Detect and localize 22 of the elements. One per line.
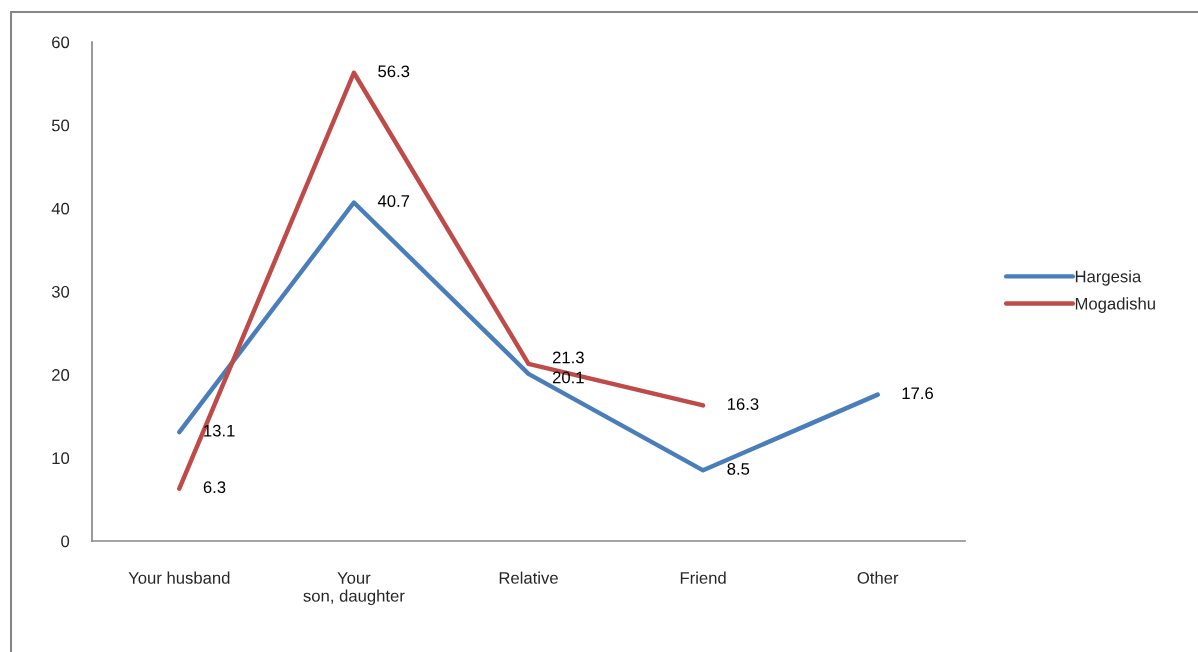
legend-label: Hargesia (1075, 270, 1142, 286)
y-tick-label: 40 (51, 202, 70, 215)
y-tick-label: 20 (52, 369, 70, 381)
data-label: 40.7 (377, 195, 410, 207)
data-label: 6.3 (203, 481, 226, 494)
x-tick-label: Other (857, 571, 899, 584)
x-tick-label: Relative (499, 571, 558, 584)
data-label: 56.3 (378, 65, 410, 78)
legend-label: Mogadishu (1075, 297, 1155, 313)
data-label: 21.3 (552, 351, 584, 364)
data-label: 20.1 (552, 371, 584, 384)
y-tick-label: 10 (52, 452, 70, 465)
data-label: 17.6 (902, 387, 934, 400)
y-tick-label: 60 (52, 36, 70, 49)
x-tick-label: Your son, daughter (303, 572, 405, 606)
x-tick-label: Your husband (128, 571, 230, 584)
y-tick-label: 50 (51, 119, 70, 132)
data-label: 8.5 (727, 463, 750, 475)
data-label: 16.3 (727, 398, 759, 410)
y-tick-label: 0 (61, 535, 70, 548)
x-tick-label: Friend (680, 571, 726, 584)
y-tick-label: 30 (51, 285, 70, 298)
